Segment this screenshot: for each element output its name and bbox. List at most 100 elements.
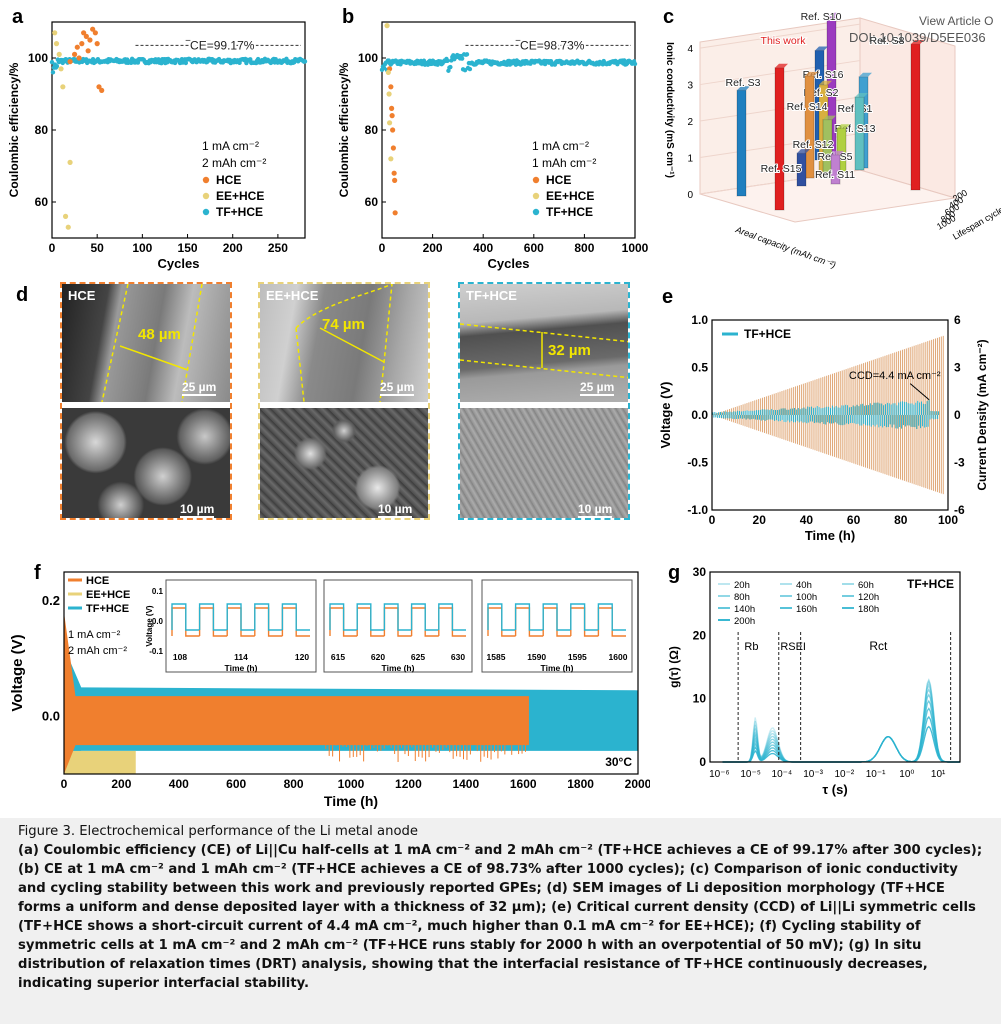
inset-x-tick-label: 114: [234, 652, 248, 662]
ee-thickness-line: [319, 327, 385, 363]
y2-axis-label: Current Density (mA cm⁻²): [975, 339, 989, 490]
condition-current: 1 mA cm⁻²: [532, 139, 589, 153]
inset-tf-trace: [171, 603, 200, 631]
sem-tf-cross-section: [460, 284, 628, 402]
inset-tf-trace: [198, 603, 228, 631]
panel-label-g: g: [668, 562, 681, 584]
region-rct: Rct: [869, 639, 888, 653]
hce-point: [87, 37, 93, 43]
hce-point: [96, 84, 102, 90]
y-tick-label: 60: [365, 195, 379, 209]
legend-label: TF+HCE: [86, 603, 129, 615]
y-tick-label: 30: [693, 565, 707, 579]
bar-3d-top: [855, 93, 868, 98]
ee-hce-point: [56, 51, 62, 58]
panel-c: 0 1 2 3 4 Ionic conductivity (mS cm⁻¹) Areal c…: [655, 0, 1001, 275]
hce-point: [71, 51, 78, 58]
hce-point: [390, 127, 396, 133]
y-tick-label: 10: [693, 692, 707, 706]
hce-point: [99, 87, 105, 93]
inset-x-tick-label: 630: [451, 652, 465, 662]
x-tick-label: 10⁻¹: [866, 769, 886, 780]
bar-3d: [910, 43, 921, 191]
ee-hce-point: [62, 213, 69, 219]
inset-tf-trace: [597, 603, 626, 631]
sem-ee-surface: [260, 408, 428, 518]
bar-label: Ref. S8: [869, 35, 904, 47]
bar-3d-top: [805, 71, 818, 76]
x-tick-label: 200: [423, 241, 443, 255]
legend-marker: [202, 176, 210, 184]
x-tick-label: 10⁻⁵: [740, 769, 761, 780]
y-tick-label: 0.5: [691, 361, 708, 375]
bar-label: Ref. S11: [815, 169, 855, 181]
y-tick-label: 1.0: [691, 313, 708, 327]
sem-tf-scalebar-top: 25 µm: [580, 380, 615, 396]
bar-3d-top: [827, 12, 840, 17]
x-tick-label: 100: [132, 241, 152, 255]
tf-layer-outline: [460, 323, 628, 379]
tf-hce-point: [183, 60, 189, 66]
hce-point: [388, 84, 394, 90]
ee-hce-point: [385, 69, 391, 75]
y-tick-label: 20: [693, 628, 707, 642]
sem-hce-scalebar-bottom: 10 µm: [180, 502, 215, 518]
bar-3d-top: [815, 46, 828, 51]
z-tick-label: 1: [687, 154, 693, 165]
x-axis-label: Time (h): [324, 793, 378, 809]
x-tick-label: 10⁻⁶: [709, 769, 730, 780]
y-axis-label: g(τ) (Ω): [667, 646, 681, 688]
ee-hce-trace: [64, 750, 136, 774]
hce-point: [392, 177, 398, 183]
legend-label: 140h: [734, 604, 755, 615]
hce-point: [94, 41, 100, 47]
tf-hce-point: [445, 58, 450, 64]
hce-thickness-line: [119, 345, 189, 371]
x-tick-label: 1600: [510, 777, 537, 791]
tf-hce-point: [459, 56, 465, 61]
legend-marker: [532, 192, 540, 200]
condition-current: 1 mA cm⁻²: [202, 139, 259, 153]
legend-label: EE+HCE: [216, 189, 264, 203]
hce-point: [389, 105, 395, 111]
legend-marker: [202, 192, 210, 200]
y-tick-label: 100: [358, 51, 378, 65]
y-tick-label: 0.0: [691, 408, 708, 422]
caption-body: (a) Coulombic efficiency (CE) of Li||Cu …: [18, 843, 983, 991]
sem-tf-separator: [460, 402, 628, 408]
condition-capacity: 2 mAh cm⁻²: [68, 645, 127, 657]
sem-hce-label: HCE: [68, 288, 96, 303]
ee-hce-point: [386, 91, 392, 97]
x-tick-label: 800: [574, 241, 594, 255]
y-axis-label: Coulombic efficiency/%: [7, 62, 21, 197]
ee-hce-point: [67, 159, 73, 165]
y2-tick-label: 6: [954, 313, 961, 327]
y2-tick-label: -3: [954, 456, 965, 470]
hce-point: [391, 170, 397, 176]
x-tick-label: 400: [169, 777, 189, 791]
figure-caption: Figure 3. Electrochemical performance of…: [0, 818, 1001, 1024]
legend-marker: [202, 208, 210, 216]
inset-tf-trace: [570, 603, 599, 631]
inset-x-tick-label: 625: [411, 652, 425, 662]
tf-hce-point: [248, 57, 253, 62]
sem-hce-cross-section: [62, 284, 230, 402]
panel-e: 0 20 40 60 80 100 -1.0 -0.5 0.0 0.5 1.0 -6 -3 0 3 6 Time…: [650, 280, 1001, 552]
hce-point: [74, 44, 80, 50]
sem-ee-label: EE+HCE: [266, 288, 319, 303]
hce-trace: [64, 612, 529, 774]
x-tick-label: 800: [284, 777, 304, 791]
plot-frame: [709, 571, 961, 763]
legend-label: HCE: [216, 173, 241, 187]
inset-x-tick-label: 1590: [527, 652, 546, 662]
sem-ee-cross-section: [260, 284, 428, 402]
inset-y-axis-label: Voltage (V): [145, 605, 154, 647]
chart-e: 0 20 40 60 80 100 -1.0 -0.5 0.0 0.5 1.0 -6 -3 0 3 6 Time…: [658, 313, 989, 543]
region-rb: Rb: [744, 641, 758, 653]
z-tick-label: 0: [687, 190, 693, 201]
view-article-link[interactable]: View Article O: [919, 14, 994, 28]
x-tick-label: 20: [753, 513, 767, 527]
x-tick-label: 100: [938, 513, 958, 527]
inset-tf-trace: [356, 603, 385, 631]
legend-label: TF+HCE: [546, 205, 593, 219]
